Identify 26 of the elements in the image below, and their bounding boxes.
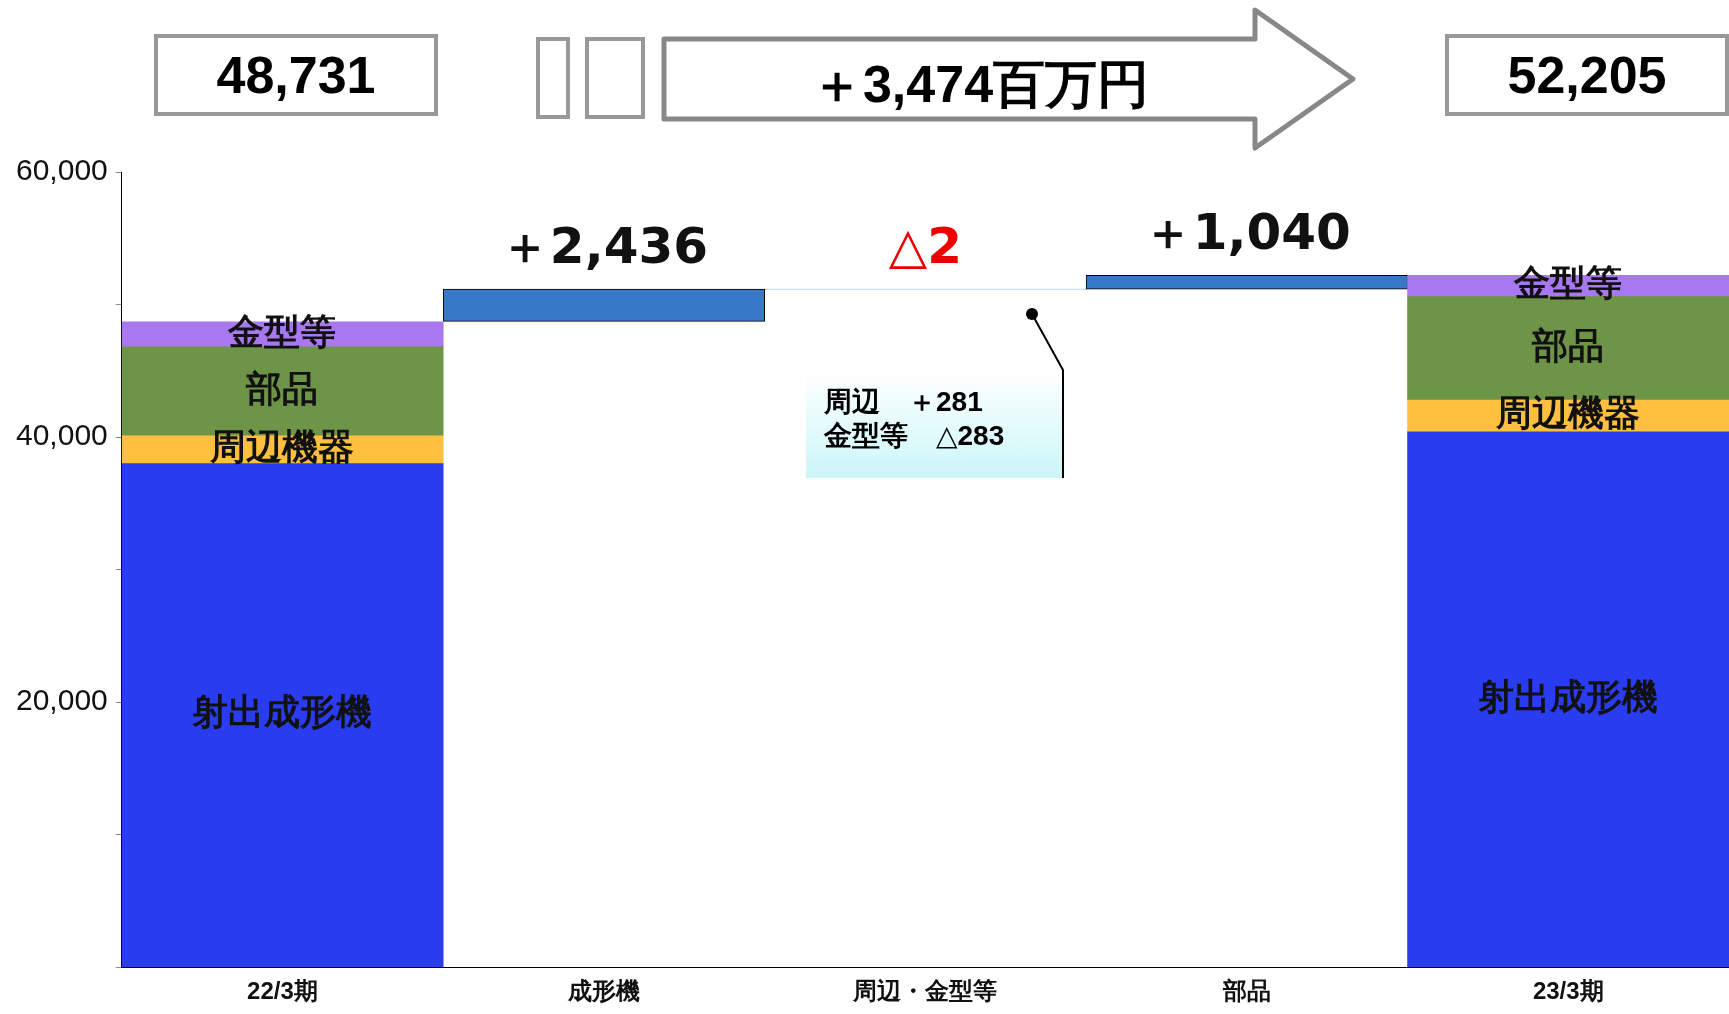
series-label: 部品	[245, 367, 319, 409]
data-label: △2	[888, 217, 962, 276]
bar	[121, 463, 444, 968]
series-label: 金型等	[227, 310, 337, 352]
bar	[1407, 431, 1729, 968]
text: 部品	[1532, 324, 1605, 366]
text: 射出成形機	[192, 691, 373, 733]
data-label: ＋1,040	[1142, 203, 1351, 262]
y-tick-label: 20,000	[15, 683, 108, 717]
data-label: ＋2,436	[499, 217, 709, 276]
series-label: 射出成形機	[1478, 675, 1659, 717]
y-tick-label: 40,000	[15, 418, 108, 452]
series-label: 周辺機器	[1495, 392, 1641, 434]
text: 52,205	[1445, 34, 1729, 116]
text: ＋3,474百万円	[809, 54, 1151, 115]
annotation: 金型等 △283	[824, 419, 1006, 453]
text: 48,731	[154, 34, 438, 116]
x-tick-label: 22/3期	[247, 977, 318, 1005]
text: 周辺機器	[210, 426, 355, 468]
y-tick-label: 60,000	[15, 153, 108, 187]
x-tick-label: 成形機	[566, 977, 640, 1005]
text: 金型等	[1514, 262, 1623, 304]
x-tick-label: 部品	[1221, 977, 1271, 1005]
x-tick-label: 23/3期	[1532, 977, 1604, 1005]
annotation: 周辺 ＋281	[824, 385, 984, 419]
x-tick-label: 周辺・金型等	[852, 977, 998, 1005]
